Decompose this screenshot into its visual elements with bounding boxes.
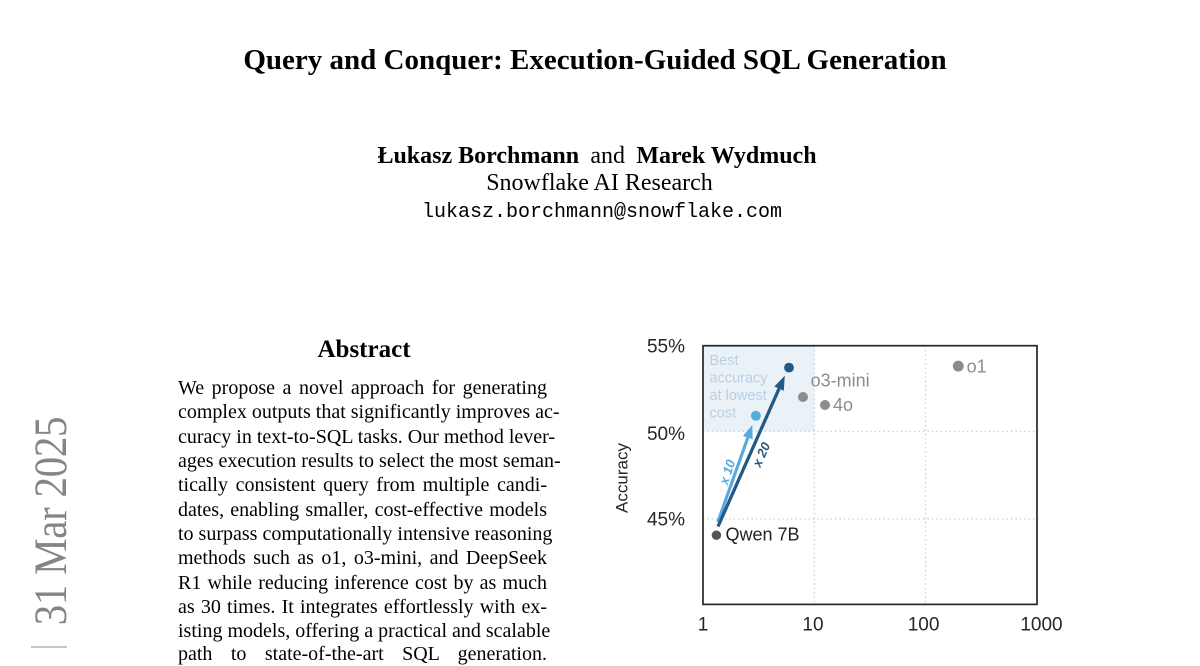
- svg-text:accuracy: accuracy: [710, 371, 769, 387]
- svg-text:1: 1: [698, 614, 709, 635]
- svg-text:Qwen 7B: Qwen 7B: [726, 524, 800, 544]
- svg-text:Best: Best: [710, 353, 739, 369]
- svg-text:4o: 4o: [833, 395, 853, 415]
- svg-text:10: 10: [802, 614, 823, 635]
- svg-text:x 20: x 20: [749, 439, 774, 470]
- svg-text:45%: 45%: [647, 510, 685, 531]
- svg-text:Accuracy: Accuracy: [613, 443, 632, 513]
- svg-text:1000: 1000: [1020, 614, 1062, 635]
- svg-text:o3-mini: o3-mini: [811, 371, 870, 391]
- svg-text:55%: 55%: [647, 337, 685, 358]
- svg-text:100: 100: [908, 614, 940, 635]
- svg-text:cost: cost: [710, 406, 737, 422]
- svg-text:at lowest: at lowest: [710, 388, 767, 404]
- svg-text:o1: o1: [967, 357, 987, 377]
- svg-text:50%: 50%: [647, 424, 685, 445]
